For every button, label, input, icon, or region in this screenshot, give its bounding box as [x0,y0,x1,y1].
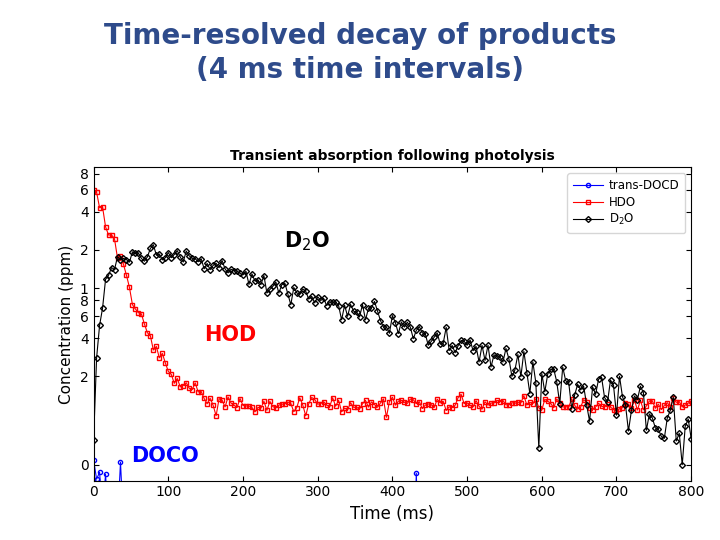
D$_2$O [92,355,101,361]
trans-DOCD [310,495,319,502]
D$_2$O [415,323,423,330]
HDO [307,394,316,401]
D$_2$O [678,462,687,468]
Text: Time-resolved decay of products
(4 ms time intervals): Time-resolved decay of products (4 ms ti… [104,22,616,84]
trans-DOCD [92,476,101,482]
D$_2$O [639,389,648,396]
Y-axis label: Concentration (ppm): Concentration (ppm) [59,245,74,403]
HDO [341,405,349,411]
trans-DOCD [146,494,155,501]
Legend: trans-DOCD, HDO, D$_2$O: trans-DOCD, HDO, D$_2$O [567,173,685,233]
HDO [89,186,98,193]
Line: HDO: HDO [91,187,693,420]
Title: Transient absorption following photolysis: Transient absorption following photolysi… [230,150,555,164]
D$_2$O [687,435,696,442]
X-axis label: Time (ms): Time (ms) [351,505,434,523]
Text: DOCO: DOCO [131,446,199,466]
Line: D$_2$O: D$_2$O [91,242,693,467]
trans-DOCD [687,519,696,525]
HDO [639,407,648,413]
HDO [415,399,423,405]
D$_2$O [143,254,152,260]
D$_2$O [89,437,98,443]
HDO [92,189,101,195]
HDO [143,329,152,336]
Line: trans-DOCD: trans-DOCD [91,458,693,540]
HDO [382,414,391,421]
HDO [687,397,696,404]
Text: D$_2$O: D$_2$O [284,230,330,253]
D$_2$O [343,313,352,320]
trans-DOCD [89,457,98,463]
D$_2$O [149,241,158,248]
D$_2$O [310,300,319,306]
Text: HOD: HOD [204,325,256,345]
